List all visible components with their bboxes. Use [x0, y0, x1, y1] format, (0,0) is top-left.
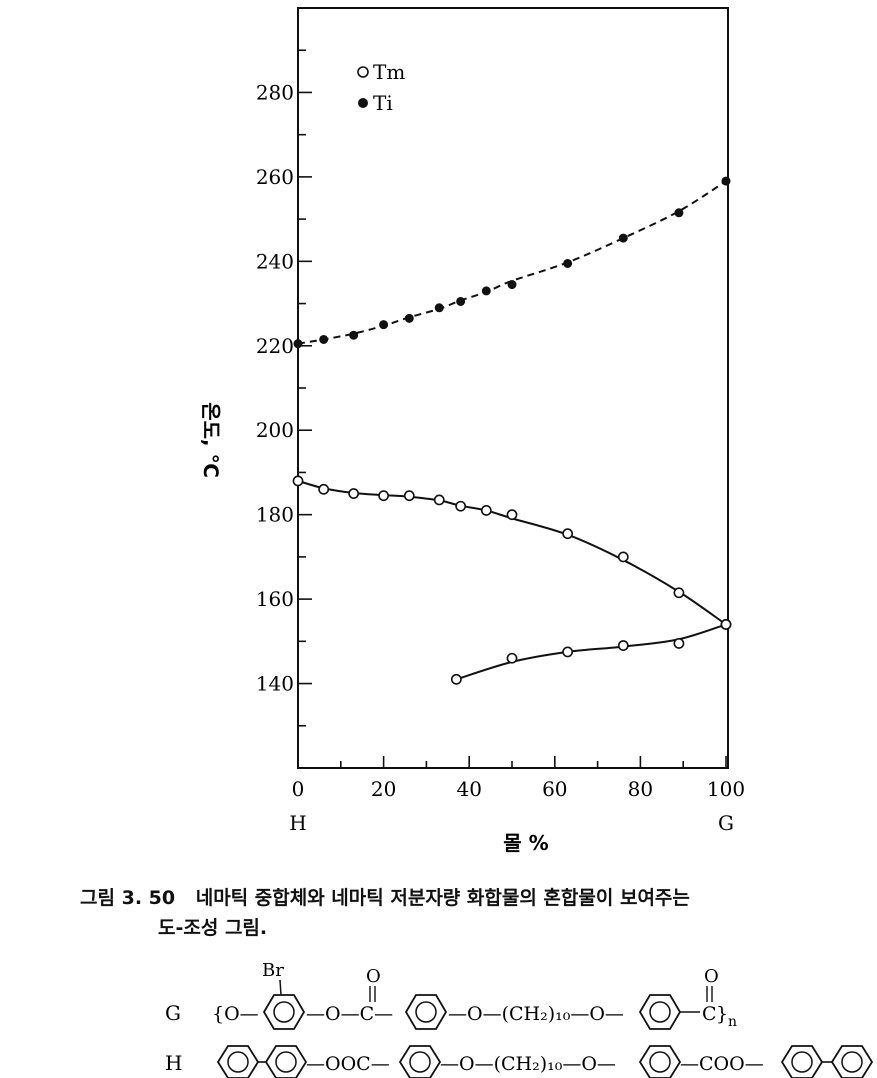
data-point	[480, 505, 492, 516]
h-benzene-3	[398, 1045, 442, 1078]
chemical-structures: G {O— Br —O—C— O —O—(CH₂)₁₀—O— C O } n H…	[165, 960, 874, 1078]
g-bracket: }	[716, 1003, 728, 1025]
g-segment-2: —O—(CH₂)₁₀—O—	[448, 1003, 624, 1025]
data-point	[450, 673, 462, 685]
data-point	[293, 339, 303, 349]
x-axis-label: 몰 %	[503, 831, 548, 855]
series-line-0	[297, 180, 727, 345]
y-tick-label: 240	[256, 249, 294, 273]
y-tick-label: 220	[256, 334, 294, 358]
data-point	[674, 208, 684, 218]
g-segment-3: C	[702, 1003, 717, 1025]
caption-line1: 네마틱 중합체와 네마틱 저분자량 화합물의 혼합물이 보여주는	[195, 887, 690, 909]
data-point	[403, 490, 415, 502]
data-point	[433, 494, 445, 506]
data-point	[617, 551, 629, 563]
g-br: Br	[262, 960, 284, 981]
g-benzene-2	[404, 994, 448, 1030]
h-segment-2: —O—(CH₂)₁₀—O—	[440, 1053, 616, 1075]
data-point	[319, 334, 329, 344]
h-benzene-4	[638, 1045, 682, 1078]
y-tick-label: 160	[256, 587, 294, 611]
x-tick-label: 40	[456, 777, 481, 801]
axis-ticks: 0 20 40 60 80 100 140 160 180 200 220 240 260 280	[256, 49, 745, 801]
data-point	[673, 638, 685, 649]
legend-ti-label: Ti	[373, 91, 393, 115]
data-point	[481, 286, 491, 296]
data-point	[506, 652, 518, 664]
x-left-end-label: H	[289, 811, 306, 835]
series-line-1	[297, 479, 727, 626]
x-tick-label: 80	[628, 777, 653, 801]
figure-caption: 그림 3. 50 네마틱 중합체와 네마틱 저분자량 화합물의 혼합물이 보여주…	[80, 883, 870, 943]
data-point	[379, 320, 389, 330]
y-axis-label: 온도, ℃	[199, 402, 223, 478]
data-point	[456, 296, 466, 306]
data-point	[318, 483, 330, 495]
fit-curves	[297, 180, 727, 681]
x-right-end-label: G	[718, 811, 734, 835]
y-tick-label: 200	[256, 418, 294, 442]
g-n: n	[728, 1014, 737, 1030]
data-point	[673, 587, 685, 599]
legend-tm-label: Tm	[373, 60, 405, 84]
data-point	[562, 646, 574, 658]
g-segment-1: —O—C—	[306, 1003, 393, 1025]
data-point	[348, 488, 360, 499]
x-tick-label: 20	[371, 777, 396, 801]
g-benzene-1	[262, 994, 306, 1030]
caption-line2: 도-조성 그림.	[158, 917, 268, 939]
g-benzene-3	[638, 994, 682, 1030]
caption-label: 그림	[80, 887, 115, 909]
legend-ti-marker	[358, 98, 368, 108]
caption-number: 3. 50	[121, 887, 176, 909]
data-point	[378, 490, 389, 502]
g-br-bond	[279, 979, 282, 996]
data-point	[563, 258, 573, 268]
g-carbonyl-o-1: O	[366, 966, 381, 987]
legend-tm-marker	[357, 66, 369, 78]
y-tick-label: 260	[256, 165, 294, 189]
y-tick-label: 140	[256, 672, 294, 696]
data-points	[292, 176, 732, 685]
series-line-2	[456, 623, 727, 681]
x-tick-label: 60	[542, 777, 567, 801]
y-tick-label: 280	[256, 80, 294, 104]
h-benzene-2	[264, 1045, 308, 1078]
data-point	[617, 640, 629, 651]
x-tick-label: 0	[292, 777, 305, 801]
g-start: {O—	[212, 1003, 259, 1025]
g-label: G	[165, 1001, 181, 1025]
data-point	[292, 475, 304, 487]
h-segment-1: —OOC—	[306, 1053, 390, 1075]
chart: 0 20 40 60 80 100 140 160 180 200 220 240 260 280 온도,…	[199, 7, 745, 855]
data-point	[721, 176, 731, 186]
data-point	[720, 619, 732, 630]
legend: Tm Ti	[357, 60, 405, 115]
data-point	[618, 233, 628, 243]
h-benzene-1	[216, 1045, 260, 1078]
h-benzene-5	[780, 1045, 824, 1078]
data-point	[506, 509, 518, 521]
data-point	[404, 313, 414, 323]
y-tick-label: 180	[256, 503, 294, 527]
x-tick-label: 100	[707, 777, 745, 801]
data-point	[455, 500, 467, 512]
h-label: H	[165, 1051, 182, 1075]
h-benzene-6	[830, 1045, 874, 1078]
data-point	[434, 303, 444, 313]
h-segment-3: —COO—	[680, 1053, 764, 1075]
data-point	[562, 528, 574, 540]
data-point	[507, 280, 517, 290]
g-carbonyl-o-2: O	[704, 966, 719, 987]
data-point	[349, 330, 359, 340]
